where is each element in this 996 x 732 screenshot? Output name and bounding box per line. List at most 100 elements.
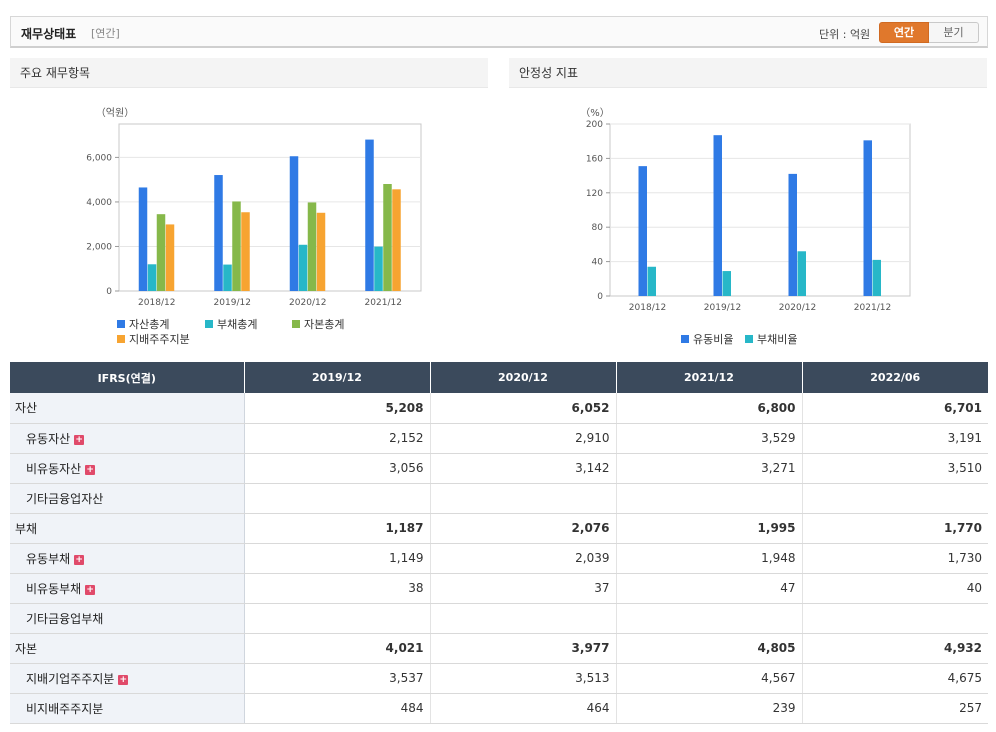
statement-header: 재무상태표 [연간] 단위 : 억원 연간 분기 — [10, 16, 988, 48]
bar — [316, 212, 326, 291]
legend-label: 부채비율 — [757, 333, 797, 346]
table-row: 기타금융업부채 — [10, 603, 988, 634]
table-cell: 4,932 — [802, 633, 988, 664]
balance-sheet-table: IFRS(연결) 2019/12 2020/12 2021/12 2022/06… — [10, 362, 988, 724]
bar — [872, 259, 881, 296]
table-cell: 6,800 — [616, 393, 803, 424]
expand-plus-icon[interactable]: + — [85, 464, 96, 475]
table-cell: 3,142 — [430, 453, 617, 484]
table-cell — [802, 603, 988, 634]
annual-toggle-button[interactable]: 연간 — [879, 22, 929, 43]
table-cell — [430, 603, 617, 634]
quarter-toggle-button[interactable]: 분기 — [929, 22, 979, 43]
table-cell: 3,191 — [802, 423, 988, 454]
x-tick-label: 2019/12 — [214, 298, 251, 308]
key-items-chart: 0 2,000 4,000 6,000 （억원） 2018/12 2019/12 2020/1… — [86, 107, 422, 346]
table-cell: 4,021 — [244, 633, 431, 664]
bar — [298, 244, 308, 291]
bar — [713, 135, 722, 296]
table-row: 자본 4,021 3,977 4,805 4,932 — [10, 633, 988, 664]
table-cell: 40 — [802, 573, 988, 604]
bar — [147, 264, 157, 291]
header-2021-12: 2021/12 — [616, 362, 803, 393]
table-row: 지배기업주주지분 + 3,537 3,513 4,567 4,675 — [10, 663, 988, 694]
table-cell: 239 — [616, 693, 803, 724]
row-label: 비지배주주지분 — [10, 693, 245, 724]
row-label: 유동자산 + — [10, 423, 245, 454]
bar — [156, 214, 166, 291]
row-label: 기타금융업부채 — [10, 603, 245, 634]
table-cell: 3,977 — [430, 633, 617, 664]
period-label: [연간] — [91, 27, 120, 40]
bar — [374, 246, 383, 291]
header-2019-12: 2019/12 — [244, 362, 431, 393]
table-cell: 3,513 — [430, 663, 617, 694]
bar — [638, 166, 647, 296]
legend-label: 부채총계 — [217, 318, 257, 331]
table-cell: 257 — [802, 693, 988, 724]
row-label: 지배기업주주지분 + — [10, 663, 245, 694]
key-items-title: 주요 재무항목 — [10, 58, 488, 88]
x-tick-label: 2020/12 — [289, 298, 326, 308]
expand-plus-icon[interactable]: + — [74, 434, 85, 445]
table-cell: 47 — [616, 573, 803, 604]
bar — [722, 271, 731, 296]
expand-plus-icon[interactable]: + — [74, 554, 85, 565]
key-items-panel: 주요 재무항목 0 2,000 4,000 6,000 （억원） 2018/12 2019/… — [10, 58, 488, 358]
header-2020-12: 2020/12 — [430, 362, 617, 393]
legend-swatch — [292, 320, 300, 328]
y-tick-label: 4,000 — [86, 198, 112, 208]
expand-plus-icon[interactable]: + — [85, 584, 96, 595]
table-cell: 464 — [430, 693, 617, 724]
expand-plus-icon[interactable]: + — [118, 674, 129, 685]
stability-chart: 0 40 80 120 160 200（%） 2018/12 2019/12 2020/12 20… — [580, 107, 911, 346]
unit-label: 단위 : 억원 — [819, 28, 871, 41]
bar — [647, 266, 656, 296]
table-cell: 1,770 — [802, 513, 988, 544]
table-cell: 2,039 — [430, 543, 617, 574]
row-label: 자본 — [10, 633, 245, 664]
bar — [392, 189, 401, 291]
x-tick-label: 2018/12 — [629, 303, 666, 313]
table-cell: 1,187 — [244, 513, 431, 544]
y-tick-label: 160 — [586, 154, 603, 164]
table-cell: 3,056 — [244, 453, 431, 484]
y-tick-label: 80 — [592, 223, 604, 233]
x-tick-label: 2019/12 — [704, 303, 741, 313]
table-row: 부채 1,187 2,076 1,995 1,770 — [10, 513, 988, 544]
table-header-row: IFRS(연결) 2019/12 2020/12 2021/12 2022/06 — [10, 362, 988, 393]
table-cell: 4,805 — [616, 633, 803, 664]
bar — [241, 212, 250, 291]
bar — [383, 184, 392, 291]
table-cell: 6,052 — [430, 393, 617, 424]
row-label: 자산 — [10, 393, 245, 424]
legend-label: 지배주주지분 — [129, 333, 190, 346]
bar — [289, 156, 299, 291]
table-row: 비유동부채 + 38 37 47 40 — [10, 573, 988, 604]
row-label: 기타금융업자산 — [10, 483, 245, 514]
table-cell: 1,149 — [244, 543, 431, 574]
header-ifrs: IFRS(연결) — [10, 362, 245, 393]
table-row: 유동부채 + 1,149 2,039 1,948 1,730 — [10, 543, 988, 574]
x-tick-label: 2021/12 — [365, 298, 402, 308]
legend-swatch — [681, 335, 689, 343]
header-2022-06: 2022/06 — [802, 362, 988, 393]
table-cell: 37 — [430, 573, 617, 604]
table-cell: 1,995 — [616, 513, 803, 544]
legend-swatch — [205, 320, 213, 328]
y-axis-label: （억원） — [96, 107, 134, 119]
table-cell: 3,271 — [616, 453, 803, 484]
row-label: 부채 — [10, 513, 245, 544]
table-cell: 2,152 — [244, 423, 431, 454]
y-tick-label: 2,000 — [86, 242, 112, 252]
table-cell — [430, 483, 617, 514]
legend-swatch — [117, 335, 125, 343]
bar — [223, 264, 232, 291]
table-cell — [244, 483, 431, 514]
table-cell: 2,910 — [430, 423, 617, 454]
table-cell: 3,529 — [616, 423, 803, 454]
y-tick-label: 200 — [586, 120, 603, 130]
statement-title: 재무상태표 — [21, 27, 77, 41]
bar — [788, 173, 797, 296]
y-tick-label: 0 — [597, 292, 603, 302]
